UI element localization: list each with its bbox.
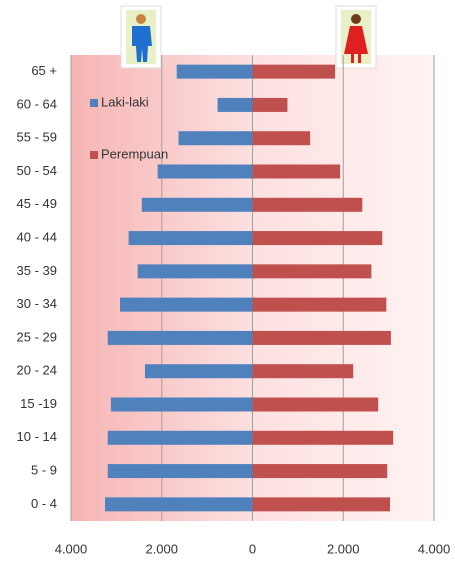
y-tick-label: 60 - 64 [17,96,57,111]
y-tick-label: 25 - 29 [17,329,57,344]
bar [120,297,253,312]
y-tick-label: 50 - 54 [17,163,57,178]
bar [107,464,253,479]
legend-label: Perempuan [101,146,168,161]
bar [252,297,387,312]
bar [144,364,253,379]
bar [252,264,372,279]
y-tick-label: 0 - 4 [31,496,57,511]
x-tick-label: 4.000 [55,541,88,556]
bar [252,97,288,112]
y-tick-label: 35 - 39 [17,263,57,278]
y-tick-label: 10 - 14 [17,429,57,444]
bar [252,164,341,179]
bar [107,330,253,345]
bar [252,497,390,512]
y-tick-label: 5 - 9 [31,463,57,478]
bar [252,231,383,246]
bar [252,330,391,345]
bar [252,364,354,379]
bar [137,264,253,279]
y-tick-label: 30 - 34 [17,296,57,311]
y-tick-label: 45 - 49 [17,196,57,211]
y-tick-label: 40 - 44 [17,230,57,245]
bar [141,197,253,212]
bar [110,397,253,412]
y-tick-label: 65 + [31,63,57,78]
bar [157,164,253,179]
y-tick-label: 15 -19 [20,396,57,411]
bar [107,430,253,445]
bar [252,131,311,146]
x-tick-label: 0 [249,541,256,556]
bar [252,430,394,445]
legend-label: Laki-laki [101,94,149,109]
bar [252,64,336,79]
x-tick-label: 2.000 [327,541,360,556]
bar [128,231,253,246]
bar [252,397,379,412]
bar [178,131,253,146]
y-tick-label: 20 - 24 [17,363,57,378]
bar [252,464,388,479]
y-tick-label: 55 - 59 [17,130,57,145]
bar [105,497,253,512]
legend-swatch [90,99,98,107]
bar [217,97,253,112]
legend-swatch [90,151,98,159]
bar [176,64,253,79]
x-tick-label: 2.000 [145,541,178,556]
female-icon [335,5,377,69]
x-tick-label: 4.000 [418,541,451,556]
bar [252,197,363,212]
male-icon [120,5,162,69]
